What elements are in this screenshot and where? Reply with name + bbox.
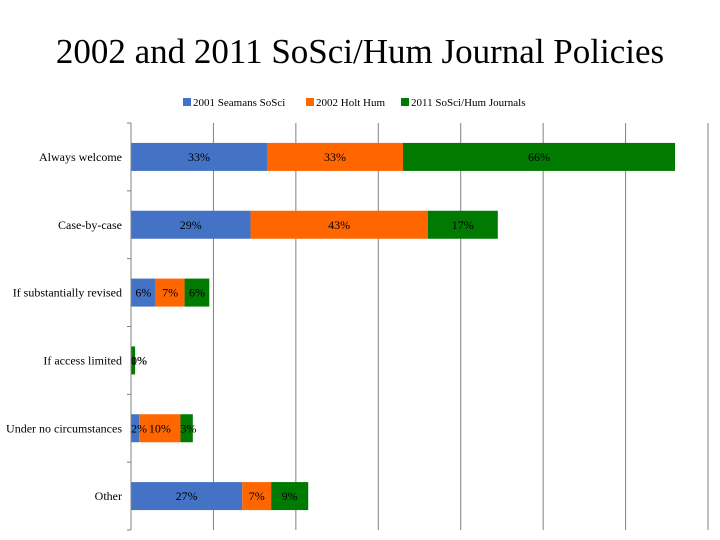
bar-segment — [403, 142, 676, 171]
legend-swatch — [401, 98, 409, 106]
bar-segment — [139, 414, 181, 443]
legend-label: 2001 Seamans SoSci — [193, 97, 285, 109]
chart-title: 2002 and 2011 SoSci/Hum Journal Policies — [55, 32, 665, 71]
category-label: Other — [95, 489, 122, 503]
legend-swatch — [183, 98, 191, 106]
category-labels: Always welcome Case-by-case If substantial… — [6, 150, 122, 503]
bar-segment — [271, 482, 309, 511]
bars — [131, 142, 676, 511]
bar-segment — [267, 142, 404, 171]
data-label: 9% — [282, 489, 298, 503]
bar-segment — [131, 278, 156, 307]
data-label: 33% — [324, 150, 346, 164]
data-labels: 33% 33% 66% 29% 43% 17% 6% 7% 6% 0%1% 2% 10% 3% 27% 7%… — [131, 150, 550, 503]
data-label: 7% — [162, 286, 178, 300]
bar-segment — [180, 414, 193, 443]
bar-segment — [427, 210, 498, 239]
data-label: 10% — [149, 421, 171, 435]
bar-segment — [131, 210, 251, 239]
data-label: 3% — [180, 421, 196, 435]
bar-segment — [131, 346, 136, 375]
data-label: 27% — [176, 489, 198, 503]
bar-segment — [250, 210, 428, 239]
bar-segment — [242, 482, 272, 511]
gridlines — [130, 123, 709, 530]
legend-label: 2002 Holt Hum — [316, 97, 386, 109]
category-label: Always welcome — [39, 150, 122, 164]
data-label: 17% — [452, 218, 474, 232]
category-label: Under no circumstances — [6, 421, 122, 435]
bar-segment — [131, 142, 268, 171]
category-label: If substantially revised — [13, 286, 122, 300]
data-label: 29% — [180, 218, 202, 232]
data-label: 33% — [188, 150, 210, 164]
legend-label: 2011 SoSci/Hum Journals — [411, 97, 526, 109]
data-label: 6% — [189, 286, 205, 300]
legend: 2001 Seamans SoSci 2002 Holt Hum 2011 SoSc… — [183, 97, 526, 109]
category-label: If access limited — [43, 353, 122, 367]
bar-segment — [131, 482, 243, 511]
data-label: 7% — [249, 489, 265, 503]
data-label: 1% — [131, 353, 147, 367]
bar-segment — [155, 278, 185, 307]
data-label: 2% — [131, 421, 147, 435]
data-label: 0% — [131, 353, 147, 367]
bar-segment — [131, 414, 140, 443]
data-label: 6% — [135, 286, 151, 300]
legend-swatch — [306, 98, 314, 106]
data-label: 43% — [328, 218, 350, 232]
data-label: 66% — [528, 150, 550, 164]
bar-segment — [184, 278, 210, 307]
category-label: Case-by-case — [58, 218, 122, 232]
y-axis — [127, 122, 132, 531]
